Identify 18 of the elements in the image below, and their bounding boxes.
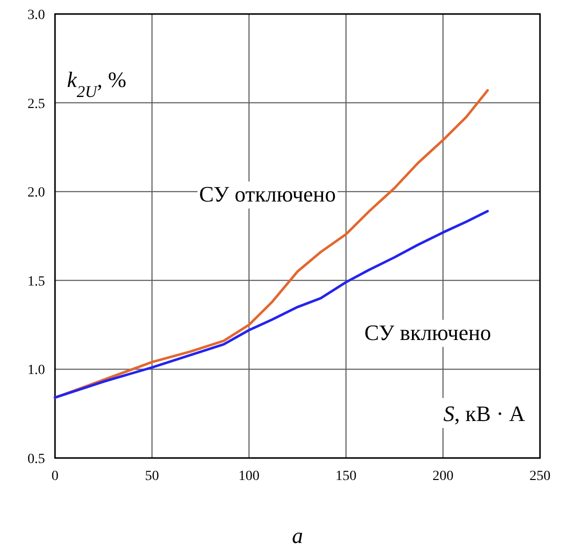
y-tick-label: 0.5 xyxy=(28,452,45,467)
x-tick-label: 0 xyxy=(52,469,58,484)
y-tick-label: 2.0 xyxy=(28,186,45,201)
line-series xyxy=(54,210,489,399)
y-tick-label: 2.5 xyxy=(28,96,45,112)
y-axis-title: k$_{2U}$, % xyxy=(67,67,126,100)
x-tick-label: 100 xyxy=(238,469,260,484)
y-tick-label: 1.5 xyxy=(28,274,45,290)
x-tick-label: 250 xyxy=(530,469,550,484)
y-tick-label: 1.0 xyxy=(28,363,45,378)
x-tick-label: 50 xyxy=(145,469,159,484)
y-tick-label: 3.0 xyxy=(28,8,45,23)
x-axis-title: S, кВ · А xyxy=(443,401,526,426)
x-tick-label: 200 xyxy=(432,469,454,484)
x-tick-label: 150 xyxy=(336,469,356,484)
series-label: СУ отключено xyxy=(199,182,336,207)
series-label: СУ включено xyxy=(364,320,492,345)
text: a xyxy=(292,523,303,548)
